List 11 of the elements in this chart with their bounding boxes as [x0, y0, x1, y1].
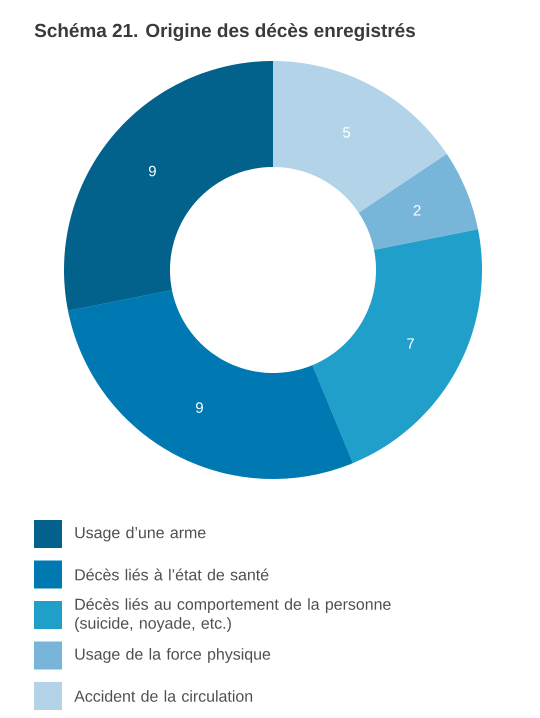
data-label: 9	[148, 166, 156, 176]
data-label: 9	[196, 402, 203, 413]
data-label: 5	[342, 127, 350, 138]
chart-title: Schéma 21. Origine des décès enregistrés	[34, 23, 415, 42]
legend-label: Usage d’une arme	[75, 526, 206, 542]
legend-label: Décès liés au comportement de la personne (suicide, noyade, etc.)	[75, 598, 391, 632]
legend-label: Usage de la force physique	[75, 648, 270, 663]
legend-label: Décès liés à l’état de santé	[76, 568, 268, 580]
data-label: 7	[407, 338, 414, 349]
data-label: 2	[414, 205, 421, 216]
legend-label: Accident de la circulation	[74, 690, 252, 702]
